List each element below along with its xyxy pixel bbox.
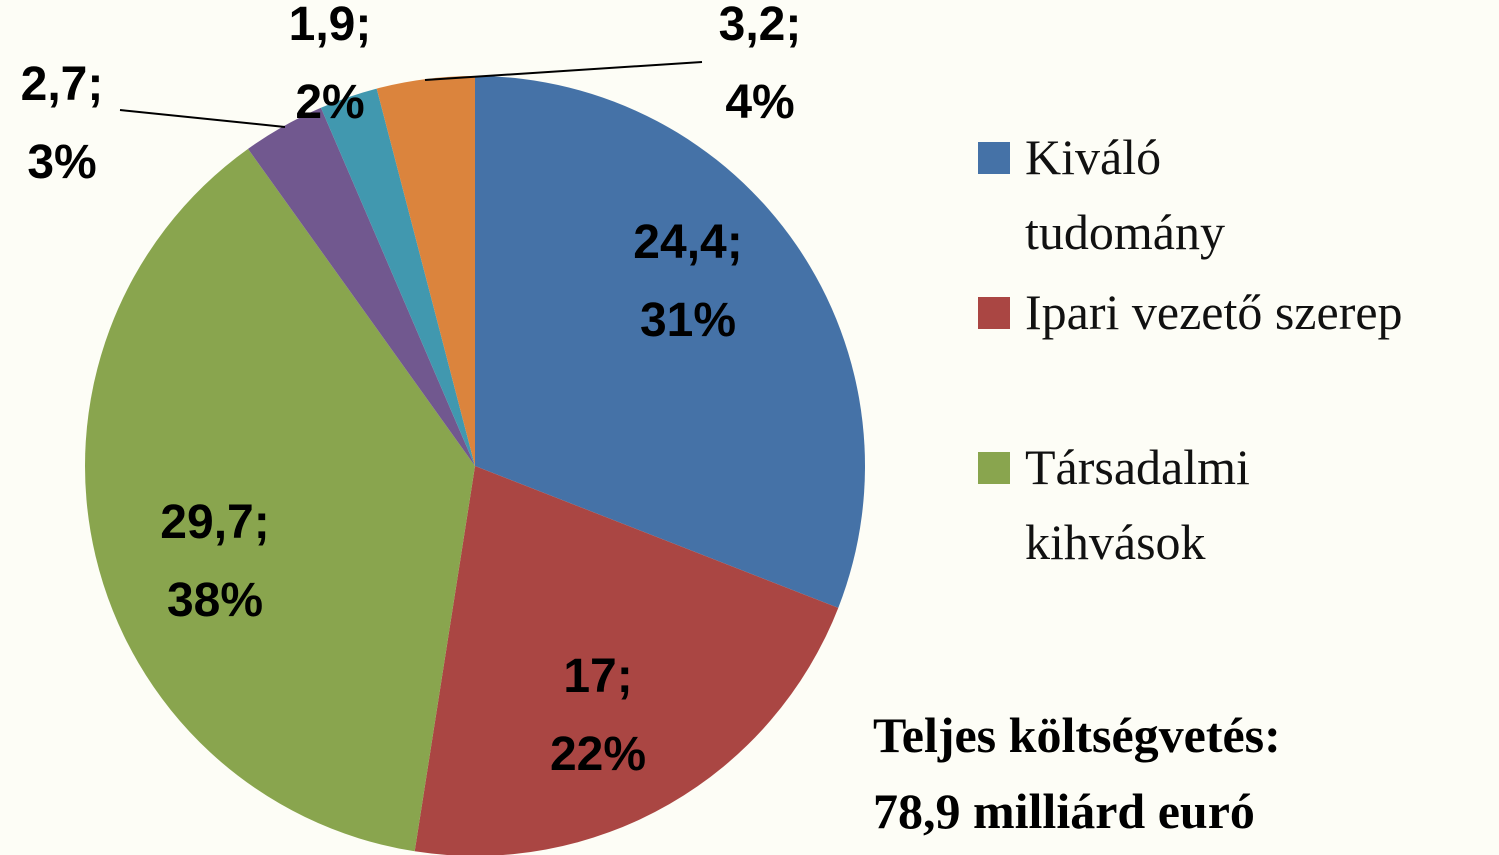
- pie-slice: [475, 76, 865, 608]
- data-label: 3,2; 4%: [719, 0, 802, 129]
- value-label: 2,7;: [21, 58, 104, 111]
- percent-label: 31%: [640, 294, 736, 347]
- value-label: 29,7;: [160, 496, 269, 549]
- data-label: 24,4; 31%: [633, 216, 742, 347]
- annotation-line: Teljes költségvetés:: [873, 707, 1281, 763]
- percent-label: 3%: [27, 136, 96, 189]
- percent-label: 4%: [725, 76, 794, 129]
- pie-slice: [376, 76, 475, 466]
- data-label: 1,9; 2%: [289, 0, 372, 129]
- value-label: 24,4;: [633, 216, 742, 269]
- leader-line: [424, 61, 703, 81]
- annotation-line: 78,9 milliárd euró: [873, 783, 1255, 839]
- legend-swatch: [978, 297, 1010, 329]
- leader-line: [119, 109, 286, 128]
- legend-label: Kiváló tudomány: [1025, 129, 1225, 260]
- legend-label: Társadalmi kihvások: [1025, 439, 1250, 570]
- legend-label: Ipari vezető szerep: [1025, 284, 1403, 340]
- pie-slice: [248, 107, 475, 466]
- legend-swatch: [978, 142, 1010, 174]
- data-label: 29,7; 38%: [160, 496, 269, 627]
- percent-label: 38%: [167, 574, 263, 627]
- value-label: 1,9;: [289, 0, 372, 51]
- data-label: 17; 22%: [550, 650, 646, 781]
- percent-label: 2%: [295, 76, 364, 129]
- pie-slice: [320, 88, 475, 466]
- annotation: Teljes költségvetés: 78,9 milliárd euró: [873, 697, 1281, 849]
- value-label: 17;: [563, 650, 632, 703]
- percent-label: 22%: [550, 728, 646, 781]
- pie-slice: [414, 466, 839, 855]
- pie-slice: [84, 148, 475, 852]
- value-label: 3,2;: [719, 0, 802, 51]
- data-label: 2,7; 3%: [21, 58, 104, 189]
- legend-swatch: [978, 452, 1010, 484]
